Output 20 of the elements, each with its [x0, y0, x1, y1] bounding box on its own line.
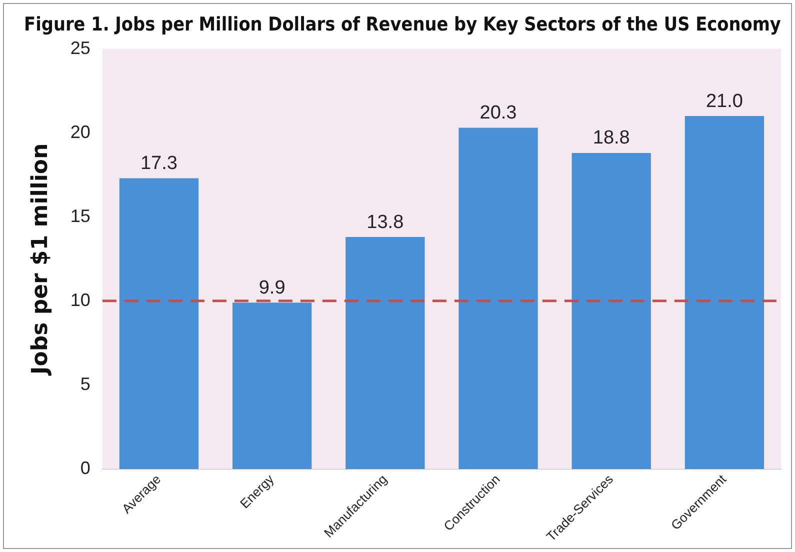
data-label: 9.9 — [258, 277, 286, 298]
data-label: 18.8 — [592, 128, 630, 149]
y-tick-label: 0 — [80, 458, 90, 478]
data-label: 20.3 — [480, 102, 517, 124]
y-tick-label: 25 — [70, 38, 90, 58]
chart-title: Figure 1. Jobs per Million Dollars of Revenue by Key Sectors of the US Economy — [24, 13, 782, 36]
bar — [232, 302, 312, 469]
bar — [346, 237, 425, 469]
bar — [119, 178, 199, 469]
bar — [458, 128, 538, 469]
y-axis-title: Jobs per $1 million — [28, 143, 53, 376]
y-tick-label: 15 — [70, 206, 90, 226]
bar — [684, 116, 764, 469]
data-label: 21.0 — [706, 90, 743, 112]
y-tick-label: 10 — [70, 290, 90, 310]
data-label: 13.8 — [366, 212, 404, 233]
bar — [572, 153, 651, 469]
data-label: 17.3 — [140, 152, 178, 174]
y-tick-label: 20 — [70, 122, 90, 142]
y-tick-label: 5 — [80, 374, 90, 394]
